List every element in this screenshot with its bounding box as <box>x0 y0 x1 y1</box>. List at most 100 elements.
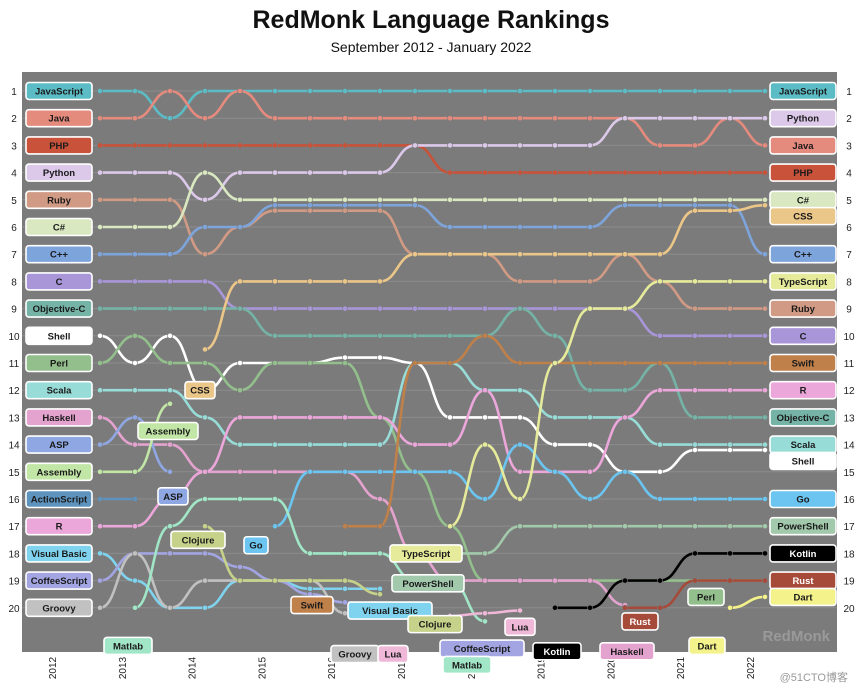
series-line-java <box>98 89 767 147</box>
point-css-19 <box>762 202 768 209</box>
point-c-2 <box>167 251 173 258</box>
point-c-10 <box>447 305 453 312</box>
y-tick-right-15: 15 <box>843 468 855 479</box>
annotation-typescript-13: TypeScript <box>402 549 451 560</box>
point-lua-12 <box>517 607 523 614</box>
point-c-13 <box>552 305 558 312</box>
y-tick-right-2: 2 <box>846 114 852 125</box>
point-kotlin-14 <box>587 604 593 611</box>
point-kotlin-19 <box>762 550 768 557</box>
point-powershell-11 <box>482 550 488 557</box>
point-objective-c-4 <box>237 305 243 312</box>
point-python-9 <box>412 142 418 149</box>
y-tick-left-17: 17 <box>8 522 20 533</box>
point-python-11 <box>482 142 488 149</box>
point-c-9 <box>412 202 418 209</box>
point-c-16 <box>657 332 663 339</box>
series-line-go <box>273 443 767 528</box>
point-java-13 <box>552 115 558 122</box>
point-python-15 <box>622 115 628 122</box>
point-scala-2 <box>167 387 173 394</box>
point-css-12 <box>517 251 523 258</box>
point-css-9 <box>412 251 418 258</box>
point-css-14 <box>587 251 593 258</box>
point-php-15 <box>622 169 628 176</box>
point-objective-c-6 <box>307 332 313 339</box>
point-clojure-4 <box>237 577 243 584</box>
point-clojure-5 <box>272 577 278 584</box>
point-php-2 <box>167 142 173 149</box>
point-ruby-5 <box>272 207 278 214</box>
point-perl-4 <box>237 387 243 394</box>
point-c-11 <box>482 305 488 312</box>
point-c-14 <box>587 224 593 230</box>
start-label-php-box <box>25 136 93 155</box>
point-rust-19 <box>762 577 768 584</box>
end-label-typescript: TypeScript <box>779 277 828 288</box>
point-python-16 <box>657 115 663 122</box>
y-tick-right-14: 14 <box>843 441 855 452</box>
point-c-5 <box>272 202 278 209</box>
start-label-assembly-box <box>25 462 93 482</box>
point-scala-7 <box>342 441 348 448</box>
annotation-lua-15-box <box>504 617 536 637</box>
point-go-8 <box>377 468 383 475</box>
end-label-c: C# <box>797 195 810 206</box>
point-ruby-18 <box>727 305 733 312</box>
point-php-5 <box>272 142 278 149</box>
point-groovy-2 <box>167 604 173 611</box>
annotation-clojure-3: Clojure <box>182 535 215 546</box>
point-c-6 <box>307 202 313 209</box>
point-javascript-8 <box>377 88 383 94</box>
point-c-16 <box>657 202 663 209</box>
series-line-powershell <box>448 524 767 555</box>
point-shell-10 <box>447 414 453 421</box>
point-shell-18 <box>727 447 733 453</box>
point-shell-7 <box>342 354 348 361</box>
point-php-0 <box>97 142 103 149</box>
y-tick-right-10: 10 <box>843 332 855 343</box>
point-coffeescript-7 <box>342 599 348 606</box>
point-c-1 <box>132 278 138 285</box>
x-tick-2020: 2020 <box>606 656 617 679</box>
point-c-11 <box>482 224 488 230</box>
annotation-powershell-14: PowerShell <box>402 579 453 590</box>
point-go-19 <box>762 496 768 502</box>
end-label-dart-box <box>769 587 837 607</box>
y-tick-right-9: 9 <box>846 305 852 316</box>
start-label-asp: ASP <box>49 440 69 451</box>
point-r-0 <box>97 523 103 530</box>
point-r-10 <box>447 441 453 448</box>
point-r-7 <box>342 414 348 421</box>
point-coffeescript-0 <box>97 577 103 584</box>
point-java-2 <box>167 88 173 94</box>
chart-title: RedMonk Language Rankings <box>252 6 610 34</box>
annotation-asp-2: ASP <box>163 492 183 503</box>
point-javascript-15 <box>622 88 628 94</box>
annotation-css-0: CSS <box>190 386 210 397</box>
annotation-haskell-17-box <box>599 642 655 661</box>
annotation-clojure-3-box <box>170 530 226 550</box>
end-label-javascript-box <box>769 81 837 101</box>
point-javascript-6 <box>307 88 313 94</box>
y-tick-right-3: 3 <box>846 141 852 152</box>
annotation-powershell-14-box <box>391 574 465 593</box>
point-objective-c-5 <box>272 332 278 339</box>
point-perl-0 <box>97 360 103 366</box>
point-php-1 <box>132 142 138 149</box>
point-scala-6 <box>307 441 313 448</box>
start-label-perl: Perl <box>50 359 68 370</box>
annotation-go-4-box <box>243 535 269 555</box>
point-clojure-3 <box>202 523 208 530</box>
point-matlab-6 <box>307 550 313 557</box>
start-label-r: R <box>56 522 63 533</box>
y-tick-right-12: 12 <box>843 386 855 397</box>
start-label-java: Java <box>48 114 70 125</box>
point-r-4 <box>237 414 243 421</box>
point-javascript-14 <box>587 88 593 94</box>
point-python-13 <box>552 142 558 149</box>
point-shell-13 <box>552 441 558 448</box>
end-label-javascript: JavaScript <box>779 87 828 98</box>
point-php-12 <box>517 169 523 176</box>
point-go-10 <box>447 468 453 475</box>
